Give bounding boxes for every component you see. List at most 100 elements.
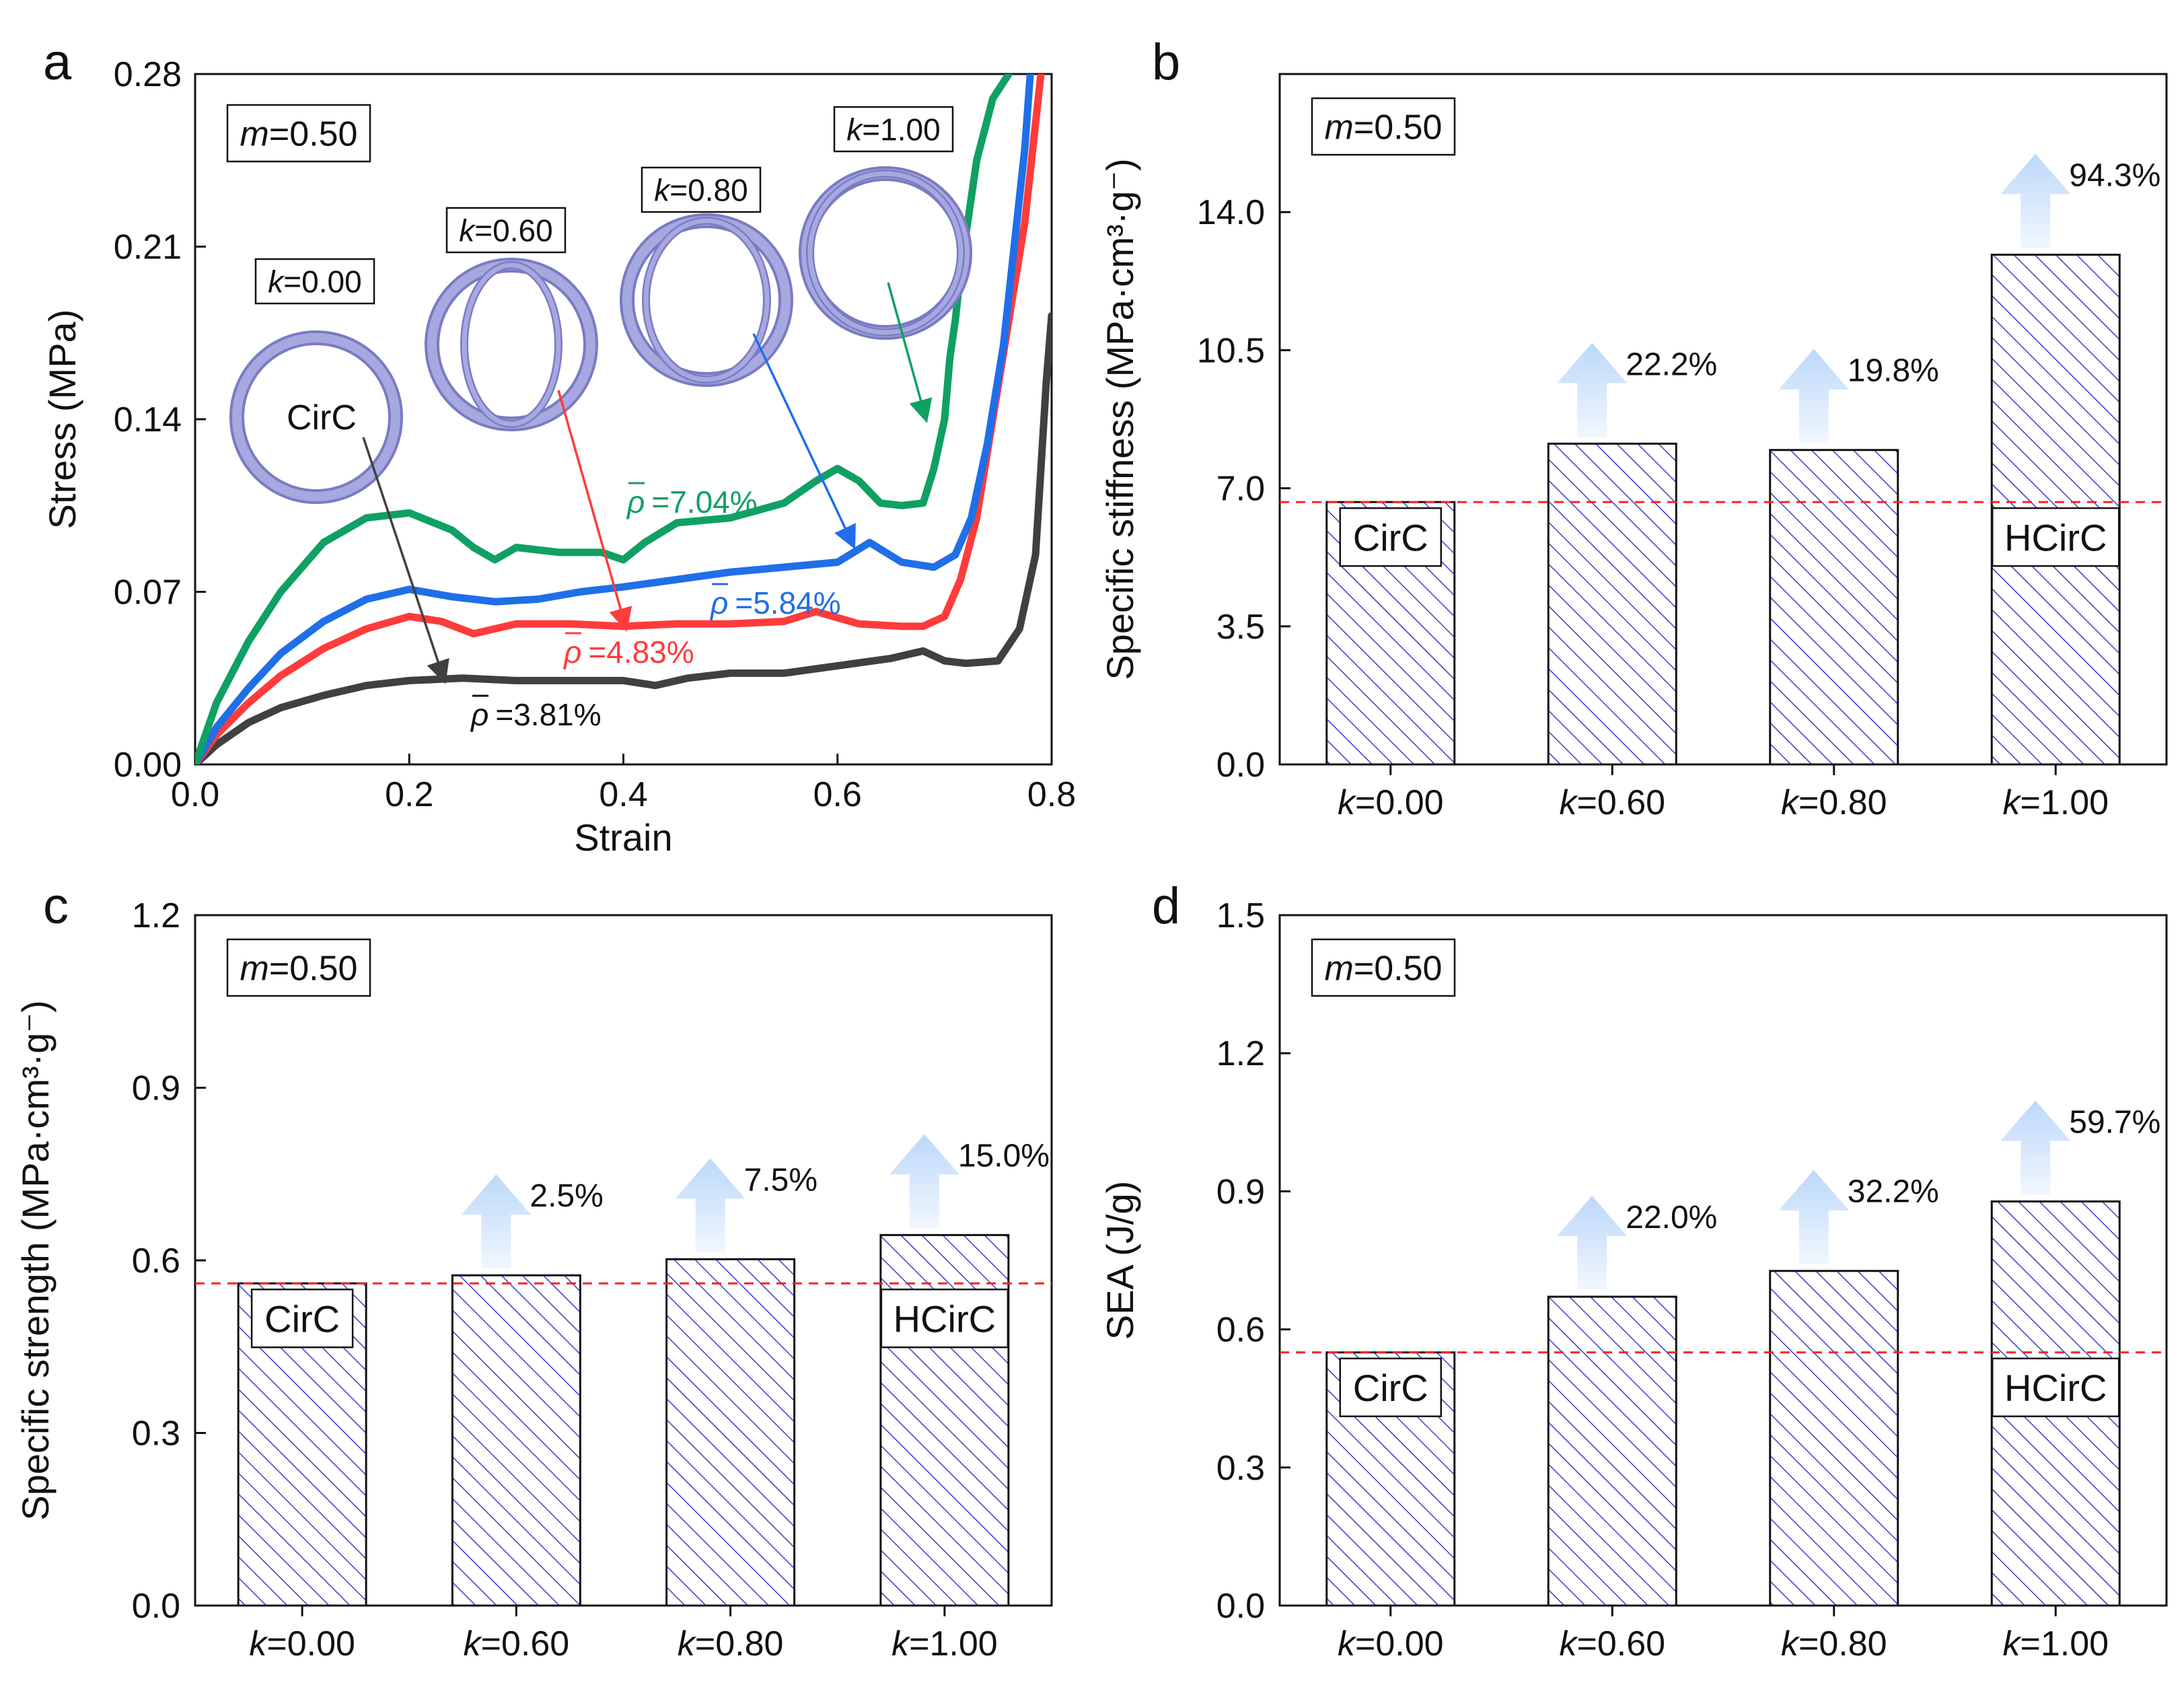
inset-label-0: k=0.00 (254, 258, 375, 305)
y-tick-label: 7.0 (1216, 470, 1265, 509)
panel-letter-a: a (43, 34, 72, 91)
increase-label-2: 19.8% (1848, 353, 1939, 389)
x-tick-label-2-italic: k (1781, 1624, 1800, 1663)
bar-2 (1769, 449, 1899, 766)
increase-arrow-3 (2000, 153, 2071, 248)
rho-symbol: ρ (709, 585, 728, 620)
inset-label-2-italic: k (654, 173, 671, 208)
m-annotation: m=0.50 (226, 938, 371, 997)
curve-label-0: ρ =3.81% (470, 697, 602, 732)
inset-label-1-italic: k (459, 213, 476, 248)
y-tick-label: 1.5 (1216, 896, 1265, 935)
x-tick-label-2-italic: k (1781, 783, 1800, 822)
x-tick-label-3-rest: =1.00 (909, 1624, 998, 1663)
m-annotation-text: m=0.50 (1325, 949, 1443, 989)
inset-label-0-box (254, 258, 375, 305)
y-tick-label: 0.28 (114, 55, 182, 94)
increase-label-2: 32.2% (1848, 1174, 1939, 1210)
x-tick-label-2: k=0.80 (1781, 1624, 1887, 1663)
bar-label-0: CirC (1339, 1357, 1442, 1418)
increase-label-2: 7.5% (744, 1162, 817, 1198)
x-tick-label-0-italic: k (1338, 783, 1357, 822)
y-tick-label: 0.14 (114, 400, 182, 439)
bar-1 (1547, 442, 1677, 766)
x-tick-label-3: k=1.00 (2002, 1624, 2109, 1663)
x-tick-label-0-italic: k (1338, 1624, 1357, 1663)
increase-label-1: 22.0% (1626, 1200, 1717, 1235)
m-annotation: m=0.50 (1311, 938, 1456, 997)
x-axis-label: Strain (574, 816, 672, 859)
m-annotation-text: m=0.50 (240, 949, 358, 989)
m-annotation-rest: =0.50 (1354, 108, 1443, 147)
x-tick-label-1-rest: =0.60 (1576, 1624, 1665, 1663)
m-annotation: m=0.50 (226, 104, 371, 163)
y-axis-label: Specific strength (MPa·cm³·g⁻) (14, 1000, 57, 1520)
bar-label-3-rest: HCirC (2004, 516, 2107, 559)
curve-k-0.80 (195, 74, 1034, 764)
inset-label-3-text: k=1.00 (846, 112, 940, 147)
inset-label-3-italic: k (846, 112, 863, 147)
x-tick-label-0: k=0.00 (249, 1624, 355, 1663)
bar-label-3-text: HCirC (894, 1297, 996, 1340)
x-tick-label-0-italic: k (249, 1624, 268, 1663)
ring-inner (643, 218, 770, 382)
x-tick-label-1-rest: =0.60 (481, 1624, 570, 1663)
bar-label-0: CirC (1339, 507, 1442, 567)
y-tick-label: 1.2 (1216, 1034, 1265, 1073)
x-tick-label: 0.8 (1027, 775, 1076, 814)
inset-label-1: k=0.60 (445, 207, 567, 254)
y-tick-label: 1.2 (132, 896, 180, 935)
m-annotation-box (226, 104, 371, 163)
inset-label-1-text: k=0.60 (459, 213, 552, 248)
increase-arrow-1 (461, 1174, 532, 1269)
y-tick-label: 10.5 (1197, 331, 1265, 370)
x-tick-label-1-italic: k (464, 1624, 483, 1663)
increase-label-3: 59.7% (2069, 1104, 2160, 1140)
x-tick-label-2: k=0.80 (1781, 783, 1887, 822)
y-tick-label: 0.6 (1216, 1311, 1265, 1350)
curve-label-value: =7.04% (651, 484, 757, 519)
x-tick-label-2-rest: =0.80 (695, 1624, 784, 1663)
bar-label-3-text: HCirC (2004, 1367, 2107, 1409)
curve-label-3: ρ =7.04% (626, 484, 758, 519)
plot-frame (1278, 73, 2168, 766)
rho-symbol: ρ (562, 635, 581, 670)
curve-label-value: =5.84% (735, 585, 840, 620)
bar-2 (665, 1258, 796, 1607)
m-annotation-rest: =0.50 (269, 115, 358, 154)
x-tick-label-3-italic: k (891, 1624, 911, 1663)
inset-label-1-box (445, 207, 567, 254)
panel-b-specific-stiffness: 0.0 3.5 7.0 10.5 14.0 Specific stiffness (MPa… (1099, 73, 2168, 822)
y-tick-label: 14.0 (1197, 193, 1265, 232)
x-tick-label-2-italic: k (678, 1624, 697, 1663)
pointer-arrow-0 (362, 437, 449, 684)
x-tick-label-3-italic: k (2002, 783, 2022, 822)
m-annotation-box (226, 938, 371, 997)
bar-label-3-box (1992, 507, 2120, 567)
y-tick-label: 0.0 (132, 1587, 180, 1626)
y-tick-label: 0.07 (114, 573, 182, 612)
m-annotation-text: m=0.50 (1325, 108, 1443, 147)
x-tick-label: 0.2 (385, 775, 433, 814)
x-tick-label-3: k=1.00 (891, 1624, 998, 1663)
bar-label-3-rest: HCirC (2004, 1367, 2107, 1409)
bar-label-0-box (250, 1288, 354, 1349)
bar-label-0-rest: CirC (1353, 516, 1428, 559)
increase-label-3: 94.3% (2069, 158, 2160, 194)
x-tick-label-1-rest: =0.60 (1576, 783, 1665, 822)
bar-label-3: HCirC (1992, 507, 2120, 567)
x-tick-label: 0.4 (599, 775, 647, 814)
pointer-arrow-3 (887, 282, 933, 423)
y-tick-label: 0.21 (114, 228, 182, 267)
y-tick-label: 0.3 (132, 1414, 180, 1453)
bar-1 (451, 1274, 581, 1607)
inset-label-0-rest: =0.00 (283, 264, 361, 299)
m-annotation-box (1311, 97, 1456, 156)
x-tick-label-0-rest: =0.00 (1355, 783, 1444, 822)
y-tick-label: 0.6 (132, 1242, 180, 1281)
inset-label-1-rest: =0.60 (474, 213, 552, 248)
increase-arrow-1 (1557, 343, 1628, 437)
ring-inner (462, 262, 561, 427)
